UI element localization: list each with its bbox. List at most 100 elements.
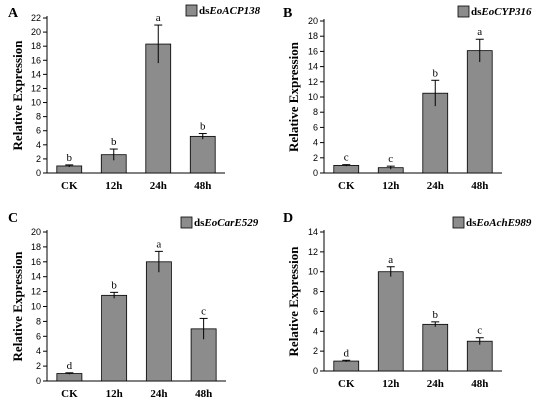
significance-letter: c — [201, 305, 206, 317]
y-axis-label: Relative Expression — [10, 251, 25, 362]
legend-label: dsEoCYP316 — [471, 6, 532, 18]
bar-48h — [189, 135, 216, 174]
legend-gene: EoAchE989 — [475, 217, 532, 229]
bar-48h — [466, 50, 493, 174]
x-tick-label: 24h — [427, 180, 444, 192]
panel-letter: A — [8, 6, 19, 21]
legend-prefix: ds — [471, 6, 482, 18]
panel-letter: D — [283, 211, 293, 226]
y-tick-label: 0 — [313, 366, 318, 376]
y-tick-label: 8 — [313, 287, 318, 297]
y-axis-label: Relative Expression — [10, 40, 25, 151]
y-tick-label: 20 — [308, 16, 318, 26]
y-tick-label: 0 — [36, 168, 41, 178]
significance-letter: c — [477, 325, 482, 337]
x-tick-label: 48h — [195, 388, 212, 400]
x-tick-label: 48h — [471, 378, 488, 390]
bar-48h — [466, 340, 493, 372]
chart-panel-c: C Relative Expression 0 2 4 6 8 10 12 14 16 18 20 d CK… — [8, 211, 259, 400]
x-tick-label: 12h — [382, 378, 399, 390]
y-tick-label: 8 — [36, 316, 41, 326]
y-axis-label: Relative Expression — [286, 246, 301, 357]
x-tick-label: CK — [61, 180, 78, 192]
significance-letter: c — [388, 153, 393, 165]
legend-swatch — [180, 216, 193, 229]
y-tick-label: 16 — [31, 257, 41, 267]
y-tick-label: 14 — [308, 62, 318, 72]
x-tick-label: 48h — [471, 180, 488, 192]
y-tick-label: 6 — [36, 331, 41, 341]
y-tick-label: 4 — [36, 346, 41, 356]
legend-prefix: ds — [194, 217, 205, 229]
y-tick-label: 8 — [36, 112, 41, 122]
significance-letter: b — [200, 121, 206, 133]
y-tick-label: 0 — [313, 168, 318, 178]
y-tick-label: 16 — [31, 55, 41, 65]
y-tick-label: 12 — [31, 83, 41, 93]
x-tick-label: 24h — [150, 388, 167, 400]
significance-letter: a — [156, 12, 161, 24]
y-tick-label: 18 — [31, 41, 41, 51]
significance-letter: c — [344, 152, 349, 164]
y-tick-label: 2 — [313, 153, 318, 163]
y-tick-label: 10 — [308, 92, 318, 102]
significance-letter: a — [477, 26, 482, 38]
legend-label: dsEoCarE529 — [194, 217, 259, 229]
y-tick-label: 12 — [308, 77, 318, 87]
legend-swatch — [457, 5, 470, 18]
significance-letter: b — [433, 67, 439, 79]
x-tick-label: 24h — [427, 378, 444, 390]
y-tick-label: 2 — [36, 154, 41, 164]
bar-12h — [377, 271, 404, 372]
significance-letter: b — [67, 152, 73, 164]
x-tick-label: CK — [338, 180, 355, 192]
significance-letter: b — [111, 136, 117, 148]
significance-letter: a — [156, 238, 161, 250]
x-tick-label: 12h — [106, 388, 123, 400]
x-tick-label: 48h — [194, 180, 211, 192]
bar-ck — [333, 360, 360, 372]
legend-gene: EoCYP316 — [480, 6, 532, 18]
y-tick-label: 10 — [31, 98, 41, 108]
y-tick-label: 6 — [36, 126, 41, 136]
y-tick-label: 20 — [31, 27, 41, 37]
bar-ck — [333, 164, 360, 174]
y-tick-label: 6 — [313, 122, 318, 132]
legend-prefix: ds — [466, 217, 477, 229]
y-tick-label: 14 — [31, 69, 41, 79]
bar-ck — [56, 373, 83, 382]
y-tick-label: 2 — [36, 361, 41, 371]
y-tick-label: 12 — [308, 247, 318, 257]
panel-letter: B — [283, 6, 292, 21]
significance-letter: b — [111, 279, 117, 291]
y-tick-label: 4 — [313, 326, 318, 336]
significance-letter: a — [388, 254, 393, 266]
x-tick-label: 12h — [105, 180, 122, 192]
y-tick-label: 4 — [36, 140, 41, 150]
bar-24h — [422, 323, 449, 372]
y-tick-label: 12 — [31, 287, 41, 297]
significance-letter: b — [433, 309, 439, 321]
y-tick-label: 14 — [308, 227, 318, 237]
x-tick-label: 12h — [382, 180, 399, 192]
y-tick-label: 0 — [36, 376, 41, 386]
panel-letter: C — [8, 211, 18, 226]
y-tick-label: 18 — [308, 31, 318, 41]
legend-label: dsEoACP138 — [199, 5, 261, 17]
y-tick-label: 6 — [313, 306, 318, 316]
legend-swatch — [185, 4, 198, 17]
x-tick-label: 24h — [150, 180, 167, 192]
y-tick-label: 10 — [308, 267, 318, 277]
legend-gene: EoCarE529 — [203, 217, 258, 229]
bar-24h — [145, 261, 172, 382]
x-tick-label: CK — [338, 378, 355, 390]
legend-gene: EoACP138 — [208, 5, 260, 17]
y-tick-label: 16 — [308, 46, 318, 56]
y-tick-label: 8 — [313, 107, 318, 117]
bar-12h — [101, 294, 128, 382]
significance-letter: d — [67, 360, 73, 372]
legend-prefix: ds — [199, 5, 210, 17]
y-tick-label: 18 — [31, 242, 41, 252]
x-tick-label: CK — [61, 388, 78, 400]
